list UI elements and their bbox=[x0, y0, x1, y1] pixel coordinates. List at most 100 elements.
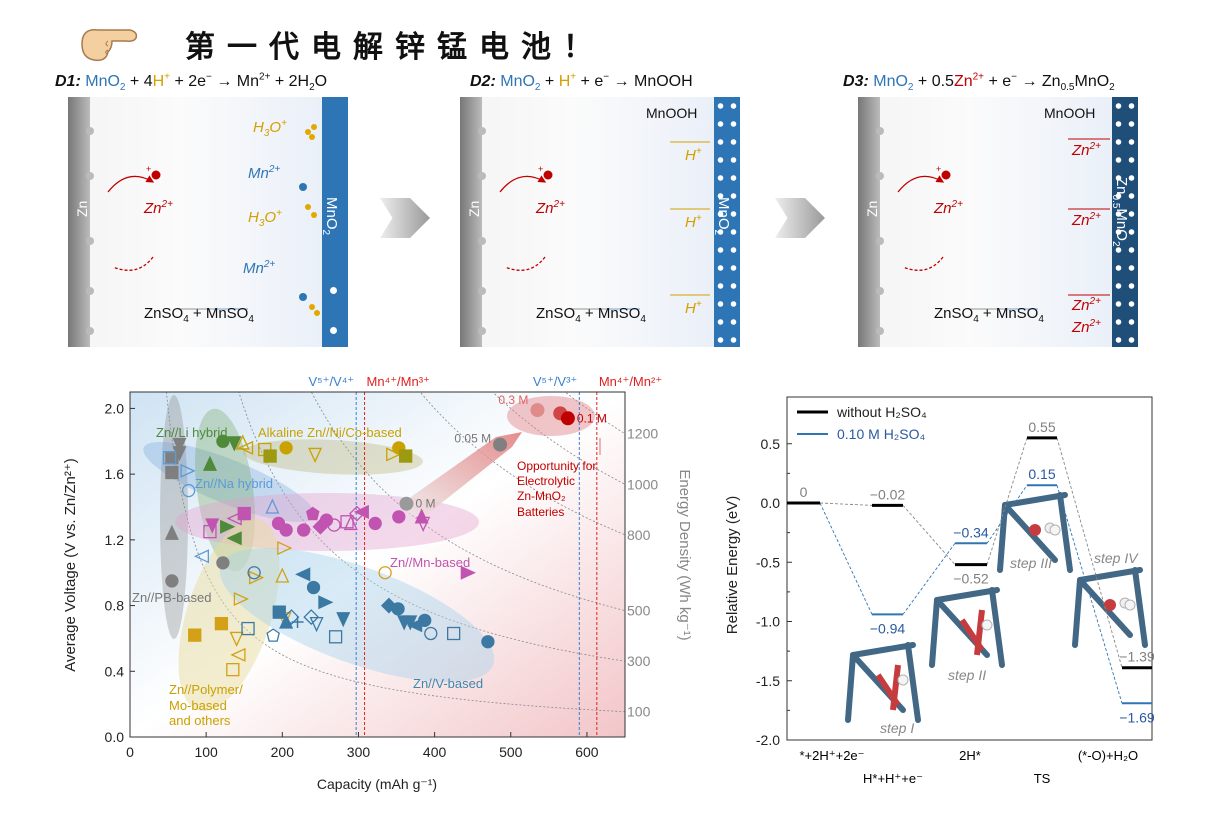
redox-label: Mn⁴⁺/Mn²⁺ bbox=[599, 374, 662, 389]
zn-ion-label: Zn2+ bbox=[536, 200, 565, 218]
text-segment: 4 bbox=[575, 314, 581, 325]
label-polymer: and others bbox=[169, 713, 231, 728]
text-segment: Mn bbox=[243, 260, 264, 277]
data-point bbox=[418, 613, 432, 628]
text-segment: Zn bbox=[1072, 319, 1090, 336]
text-segment: 2 bbox=[712, 229, 723, 236]
state-label: *+2H⁺+2e⁻ bbox=[799, 748, 864, 763]
ion-charge: + bbox=[146, 164, 152, 174]
data-point bbox=[226, 531, 242, 546]
data-point bbox=[230, 647, 246, 662]
text-segment: 4 bbox=[1038, 314, 1044, 325]
annotation-opportunity: Opportunity for bbox=[517, 459, 596, 473]
data-point bbox=[203, 524, 217, 539]
text-segment: + bbox=[540, 73, 559, 90]
text-segment: D2: bbox=[470, 73, 496, 90]
data-point bbox=[368, 516, 382, 531]
electrolytic-point bbox=[530, 403, 545, 418]
bond bbox=[845, 652, 856, 723]
zn-ion-label: Zn2+ bbox=[1072, 212, 1101, 230]
data-point bbox=[275, 567, 290, 583]
electrolytic-point bbox=[493, 437, 508, 452]
y-tick-label: 0.4 bbox=[105, 663, 125, 679]
mno2-cathode bbox=[714, 97, 740, 347]
bond bbox=[1072, 577, 1083, 648]
data-point bbox=[353, 504, 369, 519]
data-point bbox=[266, 628, 280, 642]
connector-line bbox=[986, 437, 1028, 565]
text-segment: 2 bbox=[320, 229, 331, 236]
legend-label: 0.10 M H₂SO₄ bbox=[837, 426, 925, 442]
mnooh-label: MnOOH bbox=[1044, 105, 1096, 121]
data-point bbox=[399, 449, 413, 463]
text-segment: → Mn bbox=[211, 73, 260, 90]
hydrogen-atom bbox=[1124, 599, 1136, 611]
y-tick-label: 1.6 bbox=[105, 466, 125, 482]
energy-value-label: −0.94 bbox=[870, 620, 906, 636]
text-segment: Zn bbox=[1113, 177, 1130, 195]
zn-ion-label: Zn2+ bbox=[144, 200, 173, 218]
data-point bbox=[392, 510, 406, 524]
text-segment: + MnSO bbox=[188, 305, 249, 322]
data-point bbox=[283, 609, 300, 625]
y2-axis-label: Energy Density (Wh kg⁻¹) bbox=[676, 469, 693, 640]
y-axis-label: Average Voltage (V vs. Zn/Zn²⁺) bbox=[62, 458, 79, 672]
concentration-label: 0 M bbox=[415, 497, 435, 511]
data-point bbox=[309, 616, 324, 633]
text-segment: H bbox=[685, 214, 696, 231]
x-tick-label: 300 bbox=[347, 744, 371, 760]
bond bbox=[1057, 492, 1073, 573]
text-segment: 3 bbox=[263, 128, 270, 139]
connector-line bbox=[1056, 485, 1123, 704]
text-segment: + bbox=[695, 146, 702, 157]
text-segment: 0.5 bbox=[1060, 82, 1075, 94]
y-tick-label: -1.0 bbox=[756, 614, 780, 630]
data-point bbox=[279, 613, 294, 629]
equation-d1: D1: MnO2 + 4H+ + 2e− → Mn2+ + 2H2O bbox=[55, 71, 327, 94]
energy-value-label: −1.69 bbox=[1119, 709, 1155, 725]
data-point bbox=[164, 524, 179, 540]
text-segment: MnO bbox=[85, 73, 120, 90]
molecule-icon bbox=[997, 492, 1073, 573]
text-segment: + bbox=[695, 299, 702, 310]
text-segment: + 0.5 bbox=[913, 73, 954, 90]
x-tick-label: 500 bbox=[499, 744, 523, 760]
text-segment: → Zn bbox=[1017, 73, 1061, 90]
cathode-label: MnO2 bbox=[320, 197, 340, 236]
text-segment: 4 bbox=[640, 314, 646, 325]
data-point bbox=[460, 565, 476, 580]
step-label: step IV bbox=[1094, 550, 1139, 566]
text-segment: ZnSO bbox=[536, 305, 576, 322]
label-pb: Zn//PB-based bbox=[132, 590, 212, 605]
data-point bbox=[303, 609, 320, 625]
data-point bbox=[306, 506, 320, 521]
text-segment: 4 bbox=[248, 314, 254, 325]
energy-value-label: −0.34 bbox=[953, 524, 989, 540]
x-tick-label: 200 bbox=[271, 744, 295, 760]
text-segment: O bbox=[269, 119, 282, 136]
redox-label: V⁵⁺/V⁴⁺ bbox=[309, 374, 355, 389]
text-segment: + bbox=[164, 71, 171, 83]
text-segment: − bbox=[603, 71, 610, 83]
data-point bbox=[193, 549, 209, 564]
text-segment: H bbox=[558, 73, 571, 90]
text-segment: 2+ bbox=[1089, 141, 1101, 152]
data-point bbox=[237, 440, 254, 455]
proton-label: H+ bbox=[685, 146, 702, 165]
text-segment: Zn bbox=[953, 73, 973, 90]
text-segment: 2 bbox=[119, 82, 126, 94]
zn-anode bbox=[858, 97, 884, 347]
text-segment: + bbox=[281, 118, 287, 129]
energy-value-label: −0.52 bbox=[953, 571, 989, 587]
y-tick-label: 2.0 bbox=[105, 400, 125, 416]
data-point bbox=[296, 523, 311, 537]
text-segment: + e bbox=[576, 73, 604, 90]
text-segment: + 2e bbox=[170, 73, 207, 90]
hydrogen-atom bbox=[1049, 524, 1061, 536]
ion-charge: + bbox=[936, 164, 942, 174]
data-point bbox=[216, 556, 230, 570]
cathode-label: Zn0.5MnO2 bbox=[1110, 177, 1130, 247]
x-tick-label: 0 bbox=[126, 744, 134, 760]
data-point bbox=[481, 635, 495, 649]
text-segment: + e bbox=[984, 73, 1012, 90]
